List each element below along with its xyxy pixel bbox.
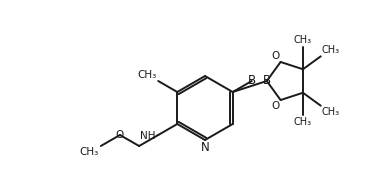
Text: CH₃: CH₃ [294,35,312,45]
Text: CH₃: CH₃ [294,117,312,127]
Text: O: O [116,130,124,140]
Text: CH₃: CH₃ [322,45,340,55]
Text: CH₃: CH₃ [137,70,156,80]
Text: N: N [200,141,209,154]
Text: O: O [271,101,280,111]
Text: B: B [248,74,256,88]
Text: NH: NH [140,131,155,141]
Text: B: B [263,74,271,88]
Text: CH₃: CH₃ [322,107,340,117]
Text: O: O [271,51,280,61]
Text: CH₃: CH₃ [79,147,99,157]
